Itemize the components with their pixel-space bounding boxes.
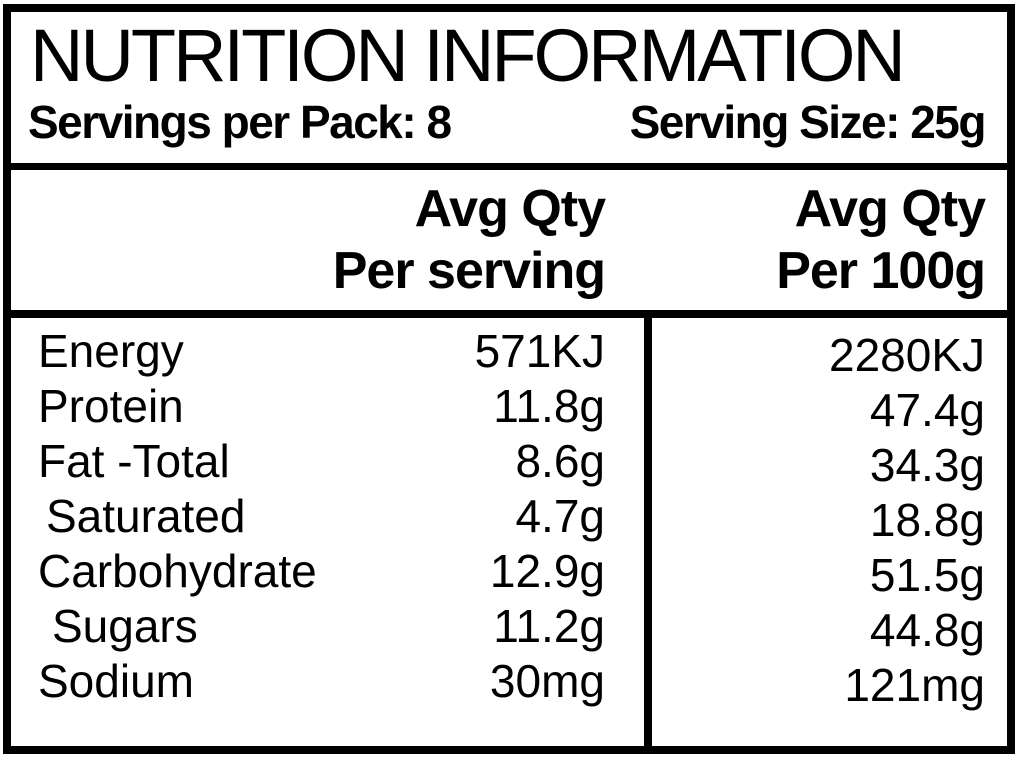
column-header-section: Avg Qty Per serving Avg Qty Per 100g xyxy=(11,170,1007,310)
title-section: NUTRITION INFORMATION Servings per Pack:… xyxy=(11,12,1007,163)
nutrient-label: Carbohydrate xyxy=(38,545,317,597)
table-row: Carbohydrate 12.9g xyxy=(11,544,644,599)
panel-title: NUTRITION INFORMATION xyxy=(30,14,906,97)
column-divider xyxy=(644,318,652,746)
nutrient-label: Fat -Total xyxy=(38,435,230,487)
header-per-100g-line2: Per 100g xyxy=(776,242,986,300)
per-serving-value: 12.9g xyxy=(489,545,605,597)
table-row: Saturated 4.7g xyxy=(11,489,644,544)
servings-line: Servings per Pack: 8 Serving Size: 25g xyxy=(11,94,1007,148)
table-row: Sugars 11.2g xyxy=(11,599,644,654)
per-serving-value: 11.2g xyxy=(493,600,605,652)
nutrient-table: Energy 571KJ Protein 11.8g Fat -Total 8.… xyxy=(11,318,1007,746)
table-row: Protein 11.8g xyxy=(11,379,644,434)
table-row: Fat -Total 8.6g xyxy=(11,434,644,489)
header-separator xyxy=(11,310,1007,318)
header-per-serving-line1: Avg Qty xyxy=(414,180,606,238)
table-row: Sodium 30mg xyxy=(11,654,644,709)
header-per-100g: Avg Qty Per 100g xyxy=(644,178,1007,310)
nutrient-label: Sugars xyxy=(52,600,198,652)
header-per-serving: Avg Qty Per serving xyxy=(11,178,644,310)
per-100g-value: 2280KJ xyxy=(828,329,985,381)
nutrient-label: Sodium xyxy=(38,655,194,707)
nutrient-label: Saturated xyxy=(46,490,246,542)
per-100g-value: 44.8g xyxy=(869,604,985,656)
servings-per-pack: Servings per Pack: 8 xyxy=(28,96,452,148)
per-100g-value: 121mg xyxy=(844,659,985,711)
nutrition-panel: NUTRITION INFORMATION Servings per Pack:… xyxy=(3,4,1015,754)
per-serving-value: 4.7g xyxy=(515,490,605,542)
per-100g-column: 2280KJ 47.4g 34.3g 18.8g 51.5g 44.8g 121… xyxy=(652,318,1007,746)
per-100g-value: 51.5g xyxy=(869,549,985,601)
per-serving-value: 571KJ xyxy=(474,325,605,377)
nutrient-label: Energy xyxy=(38,325,184,377)
header-per-100g-line1: Avg Qty xyxy=(794,180,986,238)
title-separator xyxy=(11,163,1007,170)
per-100g-value: 34.3g xyxy=(869,439,985,491)
per-serving-column: Energy 571KJ Protein 11.8g Fat -Total 8.… xyxy=(11,318,644,746)
per-serving-value: 8.6g xyxy=(515,435,605,487)
per-serving-value: 11.8g xyxy=(493,380,605,432)
per-serving-value: 30mg xyxy=(489,655,605,707)
per-100g-value: 47.4g xyxy=(869,384,985,436)
header-per-serving-line2: Per serving xyxy=(332,242,606,300)
table-row: Energy 571KJ xyxy=(11,324,644,379)
per-100g-value: 18.8g xyxy=(869,494,985,546)
nutrient-label: Protein xyxy=(38,380,184,432)
serving-size: Serving Size: 25g xyxy=(629,96,987,148)
